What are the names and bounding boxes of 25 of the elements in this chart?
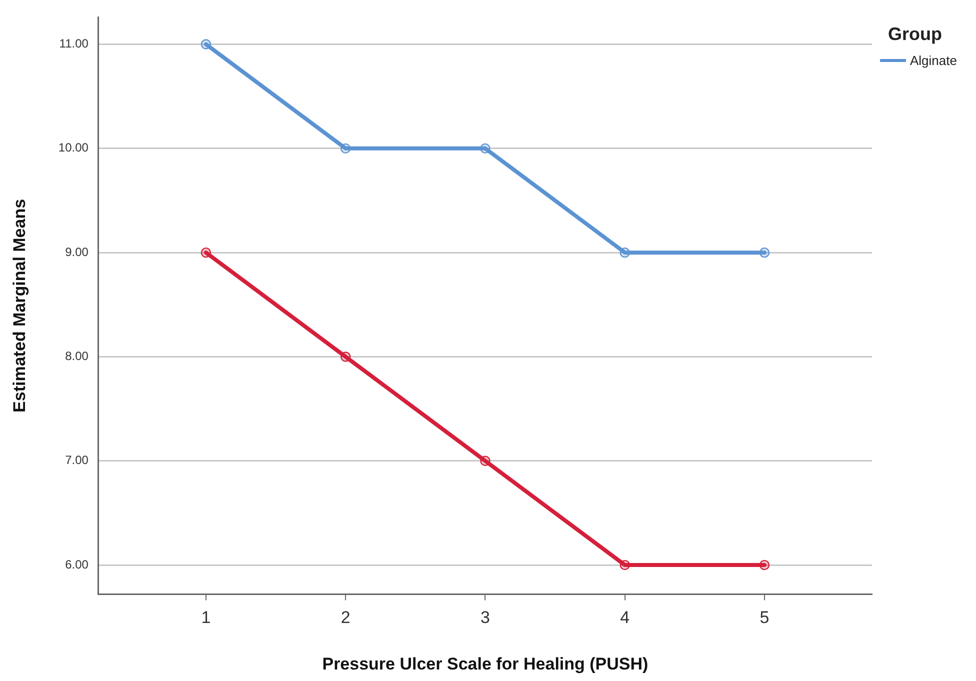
y-tick-label: 11.00 <box>59 36 89 51</box>
point <box>340 143 351 154</box>
legend-title: Group <box>888 24 943 45</box>
y-tick-label: 10.00 <box>58 140 89 155</box>
point <box>200 39 212 50</box>
y-tick-label: 9.00 <box>65 244 89 259</box>
y-tick-label: 6.00 <box>65 557 89 572</box>
x-tick-label: 3 <box>480 608 490 628</box>
point <box>200 247 212 258</box>
legend-label: Alginate <box>910 52 957 68</box>
point <box>620 247 630 258</box>
x-tick-label: 4 <box>620 608 630 628</box>
point <box>620 560 630 570</box>
x-tick-label: 1 <box>201 608 211 628</box>
point <box>759 560 770 570</box>
point <box>340 352 351 362</box>
point <box>759 247 770 258</box>
y-tick-label: 8.00 <box>65 349 89 364</box>
point <box>480 143 490 154</box>
y-tick-label: 7.00 <box>65 453 89 468</box>
x-tick-label: 5 <box>760 608 770 628</box>
point <box>480 456 490 466</box>
y-axis-title: Estimated Marginal Means <box>10 198 29 412</box>
x-tick-label: 2 <box>340 608 350 628</box>
x-axis-title: Pressure Ulcer Scale for Healing (PUSH) <box>322 654 648 674</box>
